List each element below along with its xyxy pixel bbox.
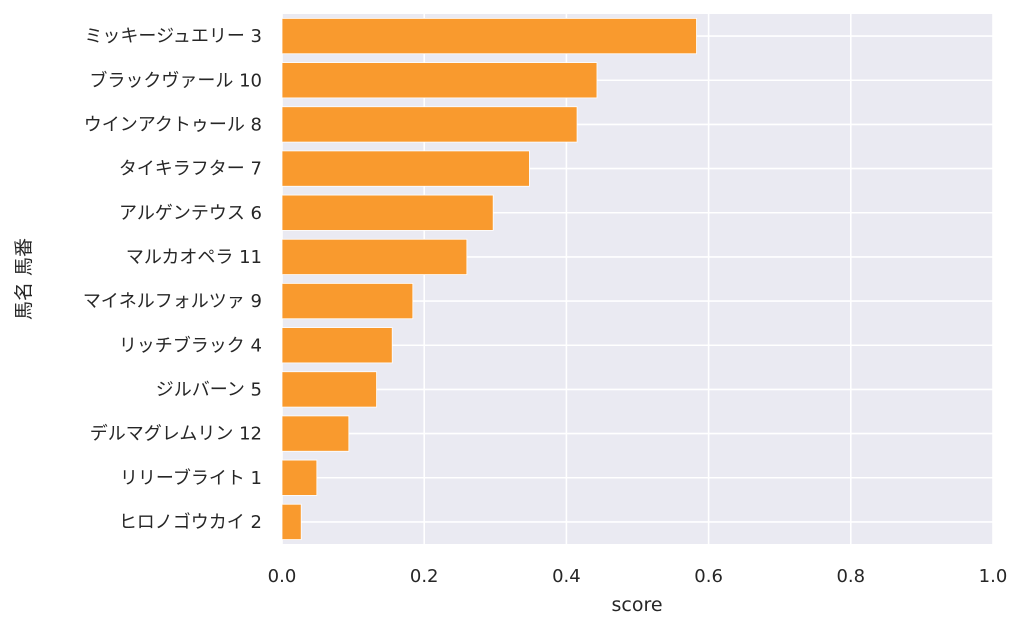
y-tick-label: ヒロノゴウカイ 2	[119, 512, 262, 533]
bar	[281, 503, 302, 540]
x-tick-label: 0.6	[694, 566, 723, 587]
bars	[281, 18, 697, 540]
y-tick-label: ミッキージュエリー 3	[84, 26, 262, 47]
bar	[281, 150, 530, 187]
y-tick-label: マイネルフォルツァ 9	[83, 291, 262, 312]
x-tick-label: 0.4	[552, 566, 581, 587]
bar	[281, 18, 697, 55]
bar	[281, 371, 377, 408]
x-tick-labels: 0.0 0.2 0.4 0.6 0.8 1.0	[268, 566, 1008, 587]
y-tick-label: ジルバーン 5	[156, 379, 262, 400]
x-tick-label: 0.2	[410, 566, 439, 587]
bar	[281, 238, 468, 275]
plot-background	[282, 14, 993, 544]
y-tick-label: アルゲンテウス 6	[119, 203, 262, 224]
x-tick-label: 0.0	[268, 566, 297, 587]
bar	[281, 106, 578, 143]
y-tick-label: ウインアクトゥール 8	[84, 114, 262, 135]
bar	[281, 62, 598, 99]
y-tick-label: ブラックヴァール 10	[89, 69, 262, 91]
y-tick-labels: ミッキージュエリー 3 ブラックヴァール 10 ウインアクトゥール 8 タイキラフター…	[83, 26, 262, 533]
bar	[281, 327, 393, 364]
bar	[281, 194, 494, 231]
bar	[281, 415, 350, 452]
x-tick-label: 1.0	[979, 566, 1008, 587]
y-tick-label: リリーブライト 1	[120, 467, 262, 489]
y-tick-label: タイキラフター 7	[119, 159, 262, 180]
bar	[281, 459, 318, 496]
x-tick-label: 0.8	[836, 566, 865, 587]
y-tick-label: デルマグレムリン 12	[90, 424, 262, 445]
y-axis-label: 馬名 馬番	[13, 238, 35, 320]
x-axis-label: score	[611, 594, 662, 616]
y-tick-label: リッチブラック 4	[119, 334, 262, 356]
y-tick-label: マルカオペラ 11	[126, 247, 262, 268]
bar	[281, 283, 414, 320]
